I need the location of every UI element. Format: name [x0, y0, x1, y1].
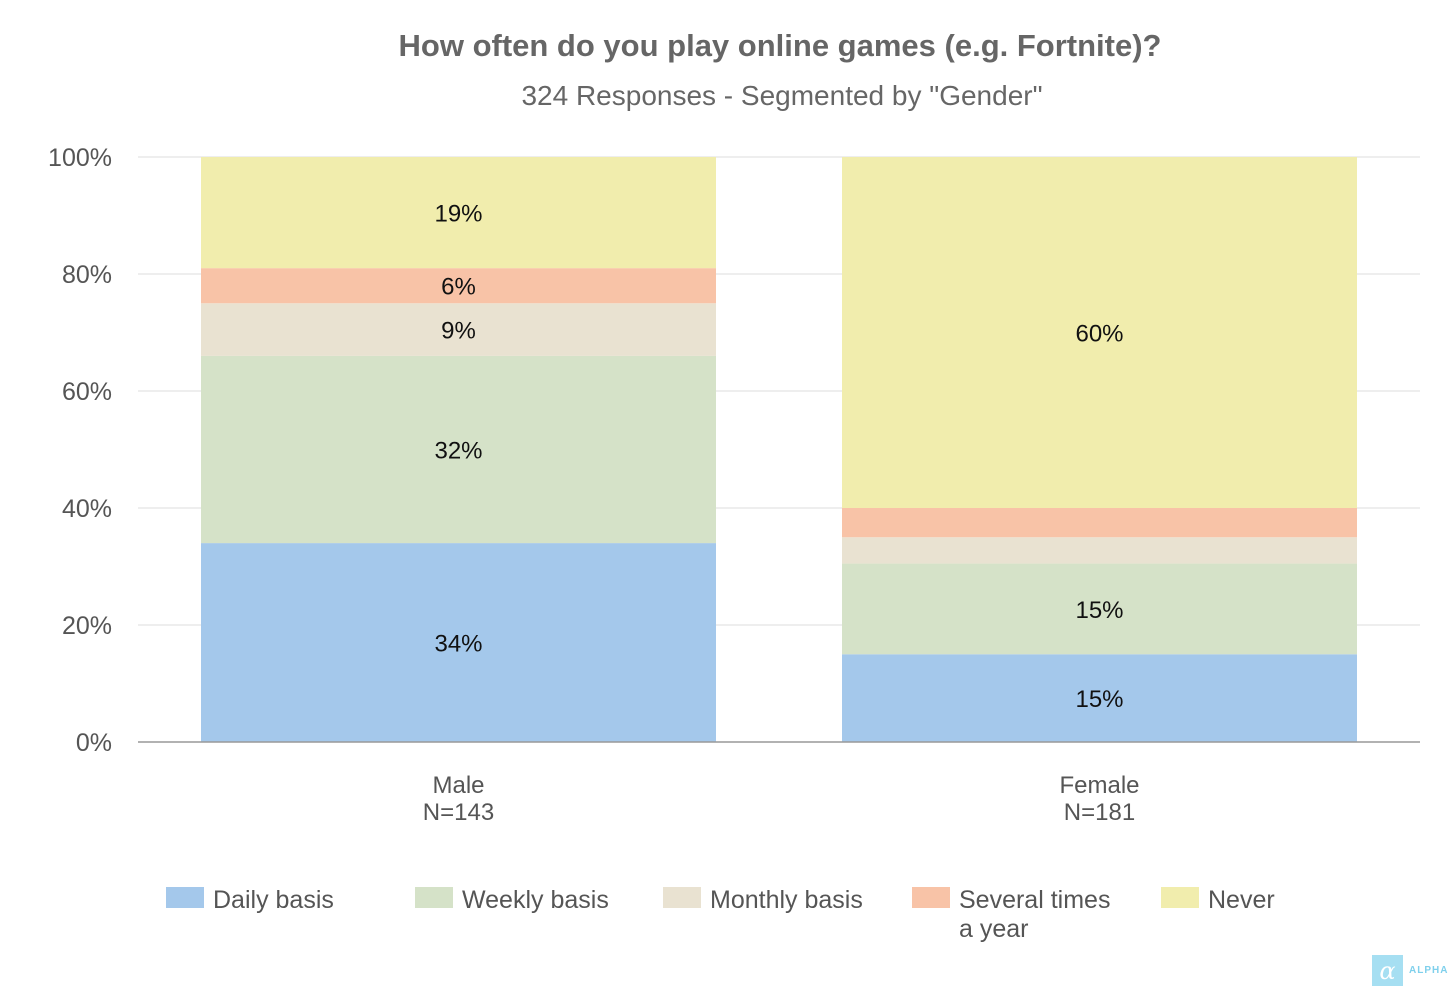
- data-label: 60%: [1075, 321, 1123, 348]
- bar-segment: [842, 508, 1357, 538]
- legend-label: Daily basis: [213, 886, 334, 914]
- legend-label: Never: [1208, 886, 1275, 914]
- bar-segment: [201, 268, 716, 304]
- bar-segment: [201, 157, 716, 269]
- y-tick-label: 0%: [76, 729, 112, 757]
- legend-label: Monthly basis: [710, 886, 863, 914]
- bar-segment: [842, 537, 1357, 564]
- alpha-logo-text: ALPHA: [1409, 965, 1449, 976]
- x-category-label: Male: [432, 772, 484, 799]
- x-category-sublabel: N=143: [423, 799, 494, 826]
- legend-swatch: [912, 887, 950, 908]
- data-label: 32%: [434, 438, 482, 465]
- bar-segment: [201, 303, 716, 356]
- bar-segment: [201, 543, 716, 742]
- legend-swatch: [663, 887, 701, 908]
- y-tick-label: 100%: [48, 144, 112, 172]
- alpha-logo-icon: α: [1372, 955, 1403, 986]
- legend-label: Several times a year: [959, 886, 1111, 943]
- bar-segment: [842, 157, 1357, 508]
- legend-swatch: [1161, 887, 1199, 908]
- legend-label: Weekly basis: [462, 886, 609, 914]
- chart-title: How often do you play online games (e.g.…: [398, 28, 1162, 63]
- data-label: 15%: [1075, 686, 1123, 713]
- alpha-logo: α ALPHA: [1372, 955, 1448, 986]
- y-tick-label: 80%: [62, 261, 112, 289]
- legend-swatch: [166, 887, 204, 908]
- y-tick-label: 20%: [62, 612, 112, 640]
- bar-segment: [842, 654, 1357, 742]
- x-category-label: Female: [1059, 772, 1139, 799]
- data-label: 9%: [441, 318, 476, 345]
- bar-segment: [201, 355, 716, 544]
- legend-item: Monthly basis: [663, 886, 863, 915]
- legend-item: Never: [1161, 886, 1275, 915]
- bar-segment: [842, 563, 1357, 655]
- chart-subtitle: 324 Responses - Segmented by "Gender": [521, 80, 1043, 111]
- legend-item: Weekly basis: [415, 886, 609, 915]
- data-label: 15%: [1075, 597, 1123, 624]
- x-category-sublabel: N=181: [1064, 799, 1135, 826]
- data-label: 19%: [434, 201, 482, 228]
- legend-item: Daily basis: [166, 886, 334, 915]
- data-label: 34%: [434, 631, 482, 658]
- y-tick-label: 60%: [62, 378, 112, 406]
- y-tick-label: 40%: [62, 495, 112, 523]
- legend-item: Several times a year: [912, 886, 1110, 944]
- data-label: 6%: [441, 274, 476, 301]
- stacked-bar-chart: 0% 20% 40% 60% 80% 100% 34% 32% 9% 6% 19% MaleN=143…: [48, 144, 1420, 826]
- legend-swatch: [415, 887, 453, 908]
